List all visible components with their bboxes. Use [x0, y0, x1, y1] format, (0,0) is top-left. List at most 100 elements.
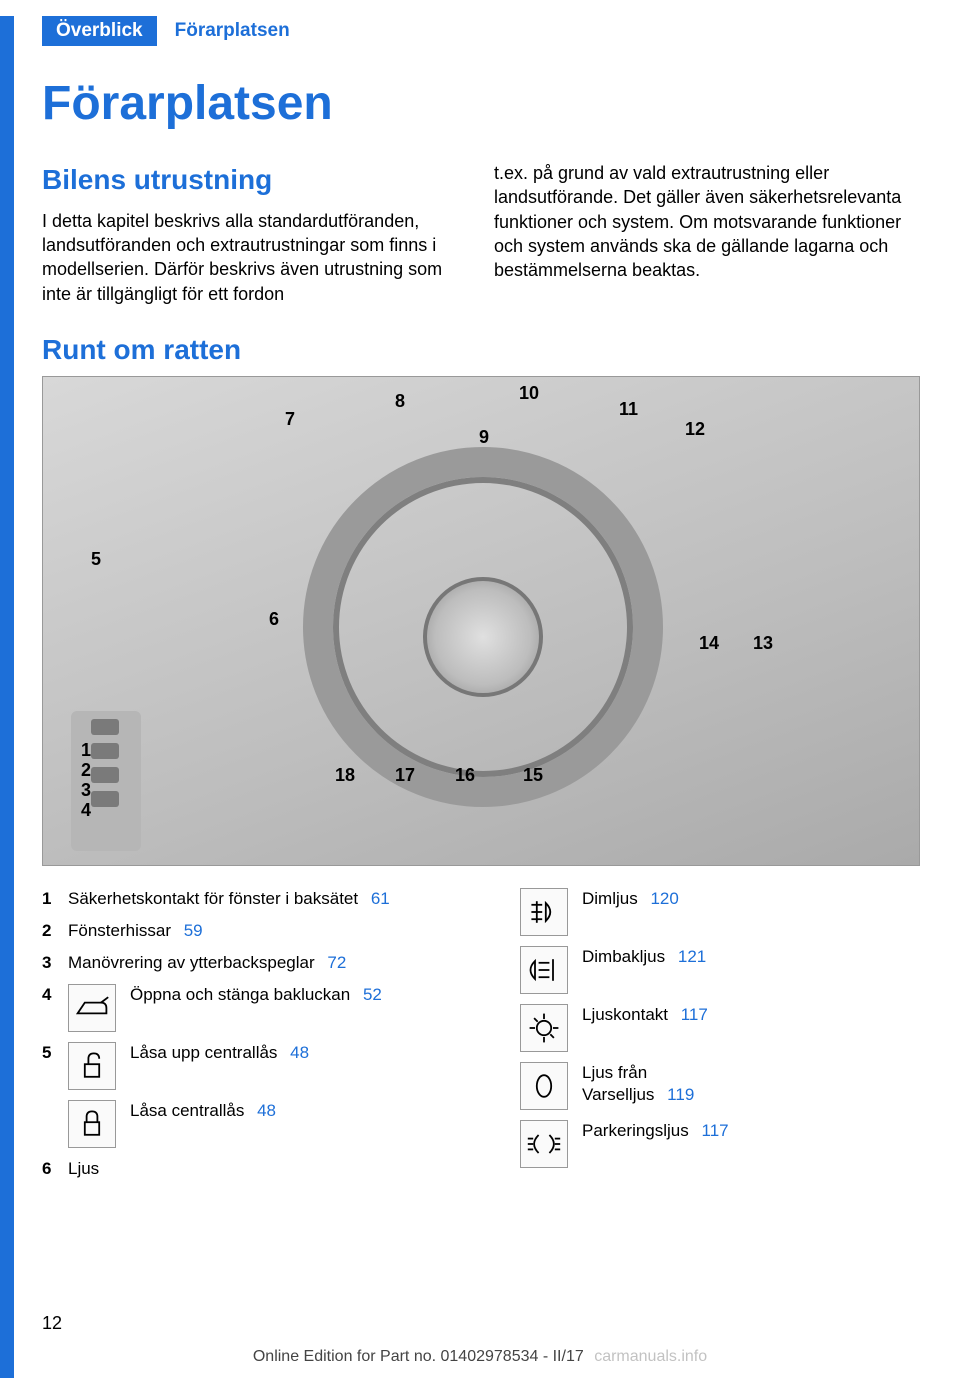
legend-item: 2 Fönsterhissar 59: [42, 920, 466, 942]
legend-right: Dimljus 120 Dimbakljus 121 Ljuskonta: [494, 888, 918, 1190]
breadcrumb: Överblick Förarplatsen: [42, 16, 960, 46]
legend-text: Ljuskontakt 117: [582, 1004, 918, 1026]
legend-label: Manövrering av ytterbackspeglar: [68, 953, 315, 972]
footer: Online Edition for Part no. 01402978534 …: [0, 1348, 960, 1366]
legend-text: Öppna och stänga bakluckan 52: [130, 984, 466, 1006]
heading-equipment: Bilens utrustning: [42, 161, 466, 199]
intro-para-right: t.ex. på grund av vald extrautrustning e…: [494, 161, 918, 282]
legend-text: Ljus: [68, 1158, 466, 1180]
legend-label: Parkeringsljus: [582, 1121, 689, 1140]
legend-text: Låsa centrallås 48: [130, 1100, 466, 1122]
legend-item: 3 Manövrering av ytterbackspeglar 72: [42, 952, 466, 974]
tailgate-icon: [68, 984, 116, 1032]
callout-3: 3: [81, 780, 91, 801]
page-ref[interactable]: 61: [363, 889, 390, 908]
page-ref[interactable]: 52: [355, 985, 382, 1004]
page-ref[interactable]: 117: [673, 1005, 708, 1024]
page-ref[interactable]: 119: [659, 1085, 694, 1104]
legend-num: 3: [42, 952, 68, 974]
legend-num: 2: [42, 920, 68, 942]
steering-wheel-hub: [423, 577, 543, 697]
callout-9: 9: [479, 427, 489, 448]
callout-10: 10: [519, 383, 539, 404]
callout-14: 14: [699, 633, 719, 654]
legend-item: Parkeringsljus 117: [520, 1120, 918, 1168]
steering-wheel-figure: 5 7 8 9 10 11 12 13 14 15 16 17 18 6 4 3…: [42, 376, 920, 866]
legend-item: 6 Ljus: [42, 1158, 466, 1180]
page-content: Förarplatsen Bilens utrustning I detta k…: [0, 46, 960, 1190]
foglight-rear-icon: [520, 946, 568, 994]
legend-left: 1 Säkerhetskontakt för fönster i baksäte…: [42, 888, 466, 1190]
legend: 1 Säkerhetskontakt för fönster i baksäte…: [42, 888, 918, 1190]
legend-item: Ljus från Varselljus 119: [520, 1062, 918, 1110]
callout-11: 11: [619, 399, 638, 420]
legend-text: Ljus från Varselljus 119: [582, 1062, 918, 1106]
legend-item: Dimbakljus 121: [520, 946, 918, 994]
page-ref[interactable]: 48: [282, 1043, 309, 1062]
unlock-icon: [68, 1042, 116, 1090]
page-title: Förarplatsen: [42, 76, 918, 131]
watermark: carmanuals.info: [594, 1348, 707, 1365]
legend-text: Manövrering av ytterbackspeglar 72: [68, 952, 466, 974]
callout-12: 12: [685, 419, 705, 440]
page-ref[interactable]: 117: [694, 1121, 729, 1140]
legend-num: 6: [42, 1158, 68, 1180]
callout-7: 7: [285, 409, 295, 430]
callout-15: 15: [523, 765, 543, 786]
breadcrumb-section: Förarplatsen: [175, 16, 290, 46]
legend-num: 1: [42, 888, 68, 910]
foglight-front-icon: [520, 888, 568, 936]
page-number: 12: [42, 1313, 62, 1334]
callout-16: 16: [455, 765, 475, 786]
page-ref[interactable]: 121: [670, 947, 706, 966]
legend-label: Ljuskontakt: [582, 1005, 668, 1024]
legend-label: Ljus från: [582, 1062, 918, 1084]
heading-steering: Runt om ratten: [42, 334, 918, 366]
breadcrumb-active: Överblick: [42, 16, 157, 46]
door-button: [91, 743, 119, 759]
footer-text: Online Edition for Part no. 01402978534 …: [253, 1348, 584, 1365]
light-off-icon: [520, 1062, 568, 1110]
legend-label: Öppna och stänga bakluckan: [130, 985, 350, 1004]
door-button: [91, 719, 119, 735]
legend-text: Parkeringsljus 117: [582, 1120, 918, 1142]
page-ref[interactable]: 48: [249, 1101, 276, 1120]
legend-label: Varselljus: [582, 1085, 654, 1104]
legend-text: Fönsterhissar 59: [68, 920, 466, 942]
lock-icon: [68, 1100, 116, 1148]
parking-light-icon: [520, 1120, 568, 1168]
intro-para-left: I detta kapitel beskrivs alla standardut…: [42, 209, 466, 306]
callout-8: 8: [395, 391, 405, 412]
door-button: [91, 791, 119, 807]
intro-columns: Bilens utrustning I detta kapitel beskri…: [42, 161, 918, 306]
page-ref[interactable]: 72: [319, 953, 346, 972]
callout-13: 13: [753, 633, 773, 654]
callout-5: 5: [91, 549, 101, 570]
page-ref[interactable]: 59: [176, 921, 203, 940]
legend-label: Dimljus: [582, 889, 638, 908]
callout-2: 2: [81, 760, 91, 781]
legend-item: Låsa centrallås 48: [42, 1100, 466, 1148]
legend-text: Dimljus 120: [582, 888, 918, 910]
legend-num: 5: [42, 1042, 68, 1064]
door-button: [91, 767, 119, 783]
legend-label: Fönsterhissar: [68, 921, 171, 940]
legend-item: Ljuskontakt 117: [520, 1004, 918, 1052]
callout-1: 1: [81, 740, 91, 761]
legend-text: Säkerhetskontakt för fönster i baksätet …: [68, 888, 466, 910]
legend-text: Dimbakljus 121: [582, 946, 918, 968]
legend-item: 1 Säkerhetskontakt för fönster i baksäte…: [42, 888, 466, 910]
light-switch-icon: [520, 1004, 568, 1052]
page-ref[interactable]: 120: [642, 889, 678, 908]
legend-label: Säkerhetskontakt för fönster i baksätet: [68, 889, 358, 908]
callout-17: 17: [395, 765, 415, 786]
intro-left: Bilens utrustning I detta kapitel beskri…: [42, 161, 466, 306]
legend-item: 5 Låsa upp centrallås 48: [42, 1042, 466, 1090]
side-stripe: [0, 16, 14, 1378]
legend-label: Dimbakljus: [582, 947, 665, 966]
legend-label: Låsa centrallås: [130, 1101, 244, 1120]
legend-num: 4: [42, 984, 68, 1006]
callout-6: 6: [269, 609, 279, 630]
legend-text: Låsa upp centrallås 48: [130, 1042, 466, 1064]
legend-item: Dimljus 120: [520, 888, 918, 936]
